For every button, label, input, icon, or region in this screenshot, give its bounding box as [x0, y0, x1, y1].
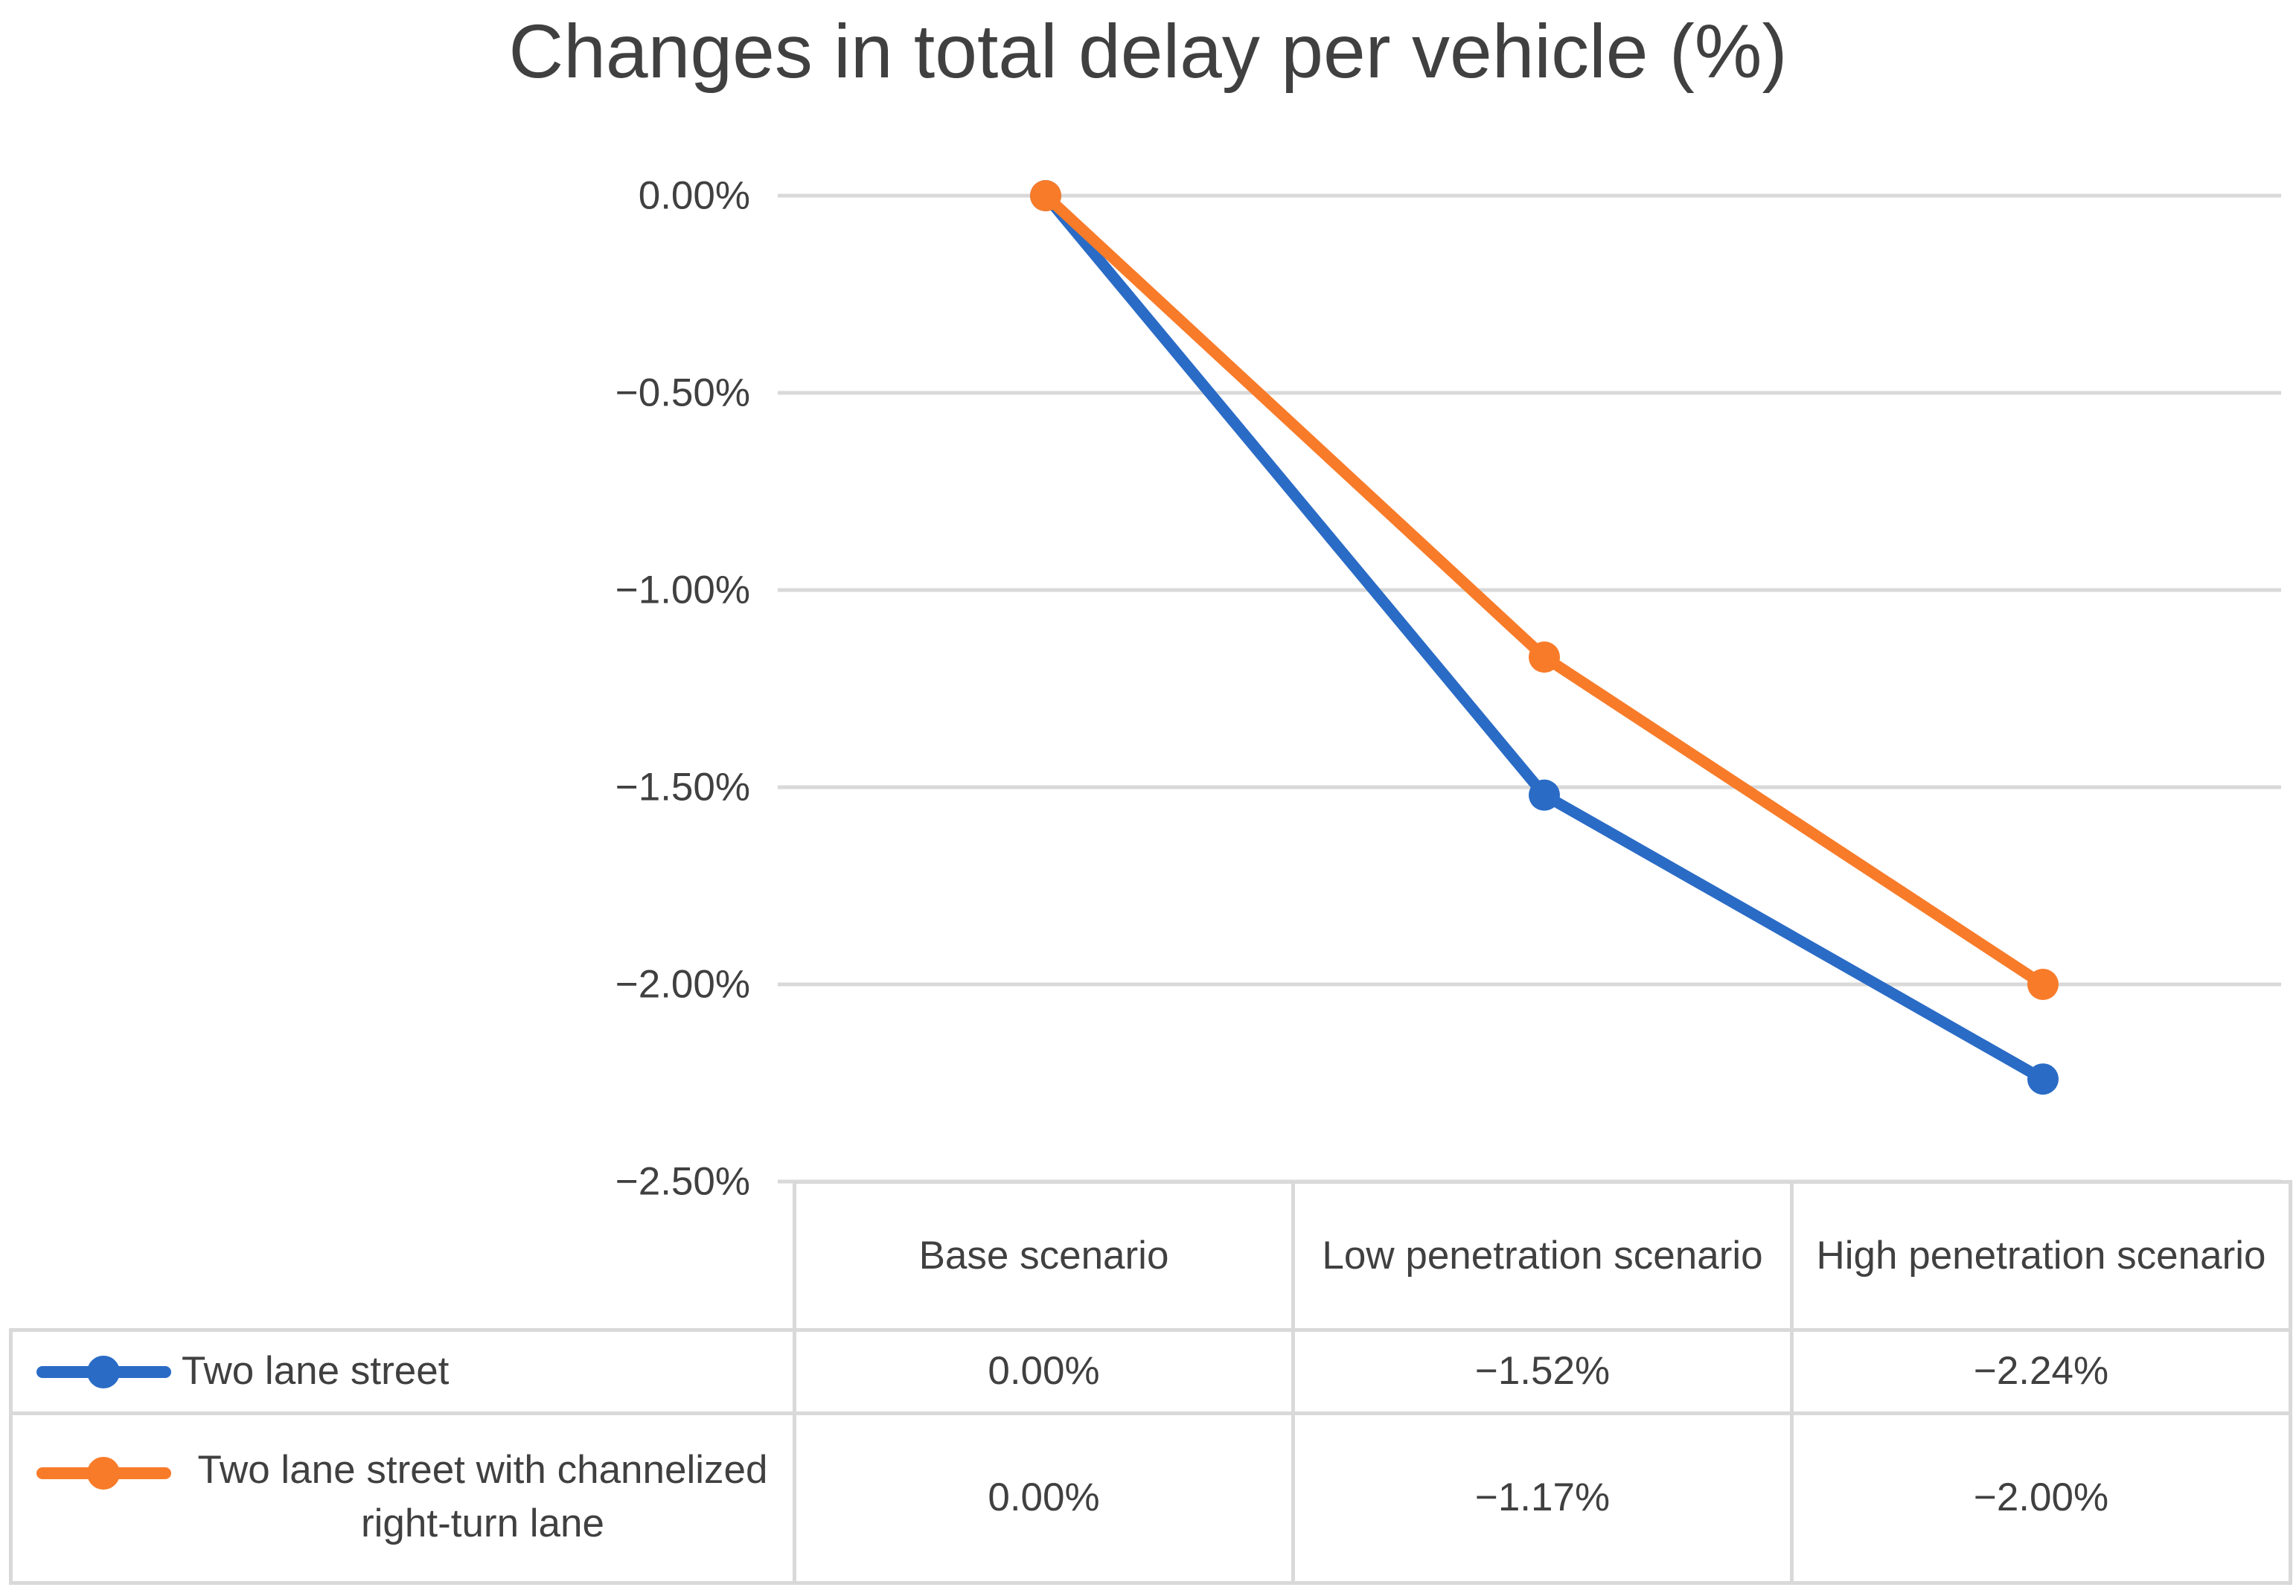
table-row-label-two-lane-street: Two lane street: [9, 1332, 796, 1415]
data-table: Base scenario Low penetration scenario H…: [9, 1180, 2292, 1585]
data-point-marker: [1030, 180, 1061, 211]
data-point-marker: [2027, 969, 2059, 1000]
data-point-marker: [2027, 1063, 2059, 1095]
chart-title: Changes in total delay per vehicle (%): [508, 9, 1788, 94]
table-value: 0.00%: [796, 1415, 1295, 1585]
table-value: −1.52%: [1295, 1332, 1794, 1415]
data-point-marker: [1529, 779, 1560, 811]
data-point-marker: [1529, 641, 1560, 673]
series-name-label: Two lane street: [182, 1349, 450, 1394]
y-tick-label: −1.00%: [615, 568, 750, 612]
table-row-label-channelized: Two lane street with channelized right-t…: [9, 1415, 796, 1585]
column-header-high-penetration: High penetration scenario: [1794, 1180, 2292, 1332]
y-tick-label: −0.50%: [615, 371, 750, 415]
table-value: −1.17%: [1295, 1415, 1794, 1585]
table-corner-cell: [9, 1180, 796, 1332]
column-header-base-scenario: Base scenario: [796, 1180, 1295, 1332]
series-legend-key-orange-icon: [36, 1457, 171, 1490]
y-tick-label: 0.00%: [639, 174, 750, 218]
y-tick-label: −1.50%: [615, 766, 750, 810]
table-value: 0.00%: [796, 1332, 1295, 1415]
table-value: −2.00%: [1794, 1415, 2292, 1585]
series-name-label: Two lane street with channelized right-t…: [197, 1448, 768, 1545]
series-legend-key-blue-icon: [36, 1355, 171, 1388]
table-value: −2.24%: [1794, 1332, 2292, 1415]
y-tick-label: −2.00%: [615, 963, 750, 1007]
column-header-low-penetration: Low penetration scenario: [1295, 1180, 1794, 1332]
y-tick-label: −2.50%: [615, 1160, 750, 1204]
